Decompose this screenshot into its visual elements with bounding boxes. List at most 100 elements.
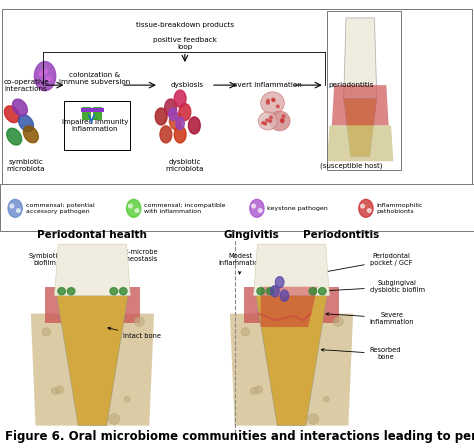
Text: periodontitis: periodontitis (328, 82, 374, 88)
Circle shape (275, 124, 278, 126)
Text: symbiotic
microbiota: symbiotic microbiota (7, 159, 46, 172)
Polygon shape (31, 314, 154, 426)
Circle shape (110, 288, 118, 295)
Ellipse shape (280, 290, 289, 301)
Circle shape (101, 401, 106, 406)
FancyBboxPatch shape (93, 107, 102, 120)
Text: Periodontal health: Periodontal health (37, 230, 147, 240)
Circle shape (261, 92, 284, 114)
Polygon shape (256, 296, 327, 426)
Circle shape (269, 111, 290, 131)
Text: Gingivitis: Gingivitis (223, 230, 279, 240)
Circle shape (42, 328, 51, 336)
Ellipse shape (155, 108, 167, 125)
Circle shape (361, 204, 365, 208)
Circle shape (262, 123, 265, 126)
Circle shape (271, 124, 273, 126)
Ellipse shape (359, 199, 373, 217)
Ellipse shape (176, 117, 184, 129)
Circle shape (281, 120, 284, 123)
Ellipse shape (34, 61, 56, 91)
Text: (susceptible host): (susceptible host) (319, 163, 382, 169)
Circle shape (17, 209, 20, 212)
Polygon shape (57, 296, 128, 426)
Text: co-operative
interactions: co-operative interactions (3, 78, 49, 92)
Circle shape (280, 387, 289, 395)
Ellipse shape (160, 126, 172, 143)
Circle shape (277, 123, 280, 125)
Circle shape (271, 102, 273, 104)
Circle shape (10, 204, 14, 208)
Ellipse shape (174, 90, 186, 107)
Text: Host-microbe
homeostasis: Host-microbe homeostasis (108, 249, 158, 274)
Circle shape (85, 337, 91, 343)
Ellipse shape (275, 276, 284, 288)
Text: Periodontitis: Periodontitis (303, 230, 379, 240)
Circle shape (319, 288, 326, 295)
Circle shape (124, 396, 130, 402)
Circle shape (255, 386, 263, 394)
Ellipse shape (169, 108, 177, 121)
Text: Figure 6. Oral microbiome communities and interactions leading to periodontitis.: Figure 6. Oral microbiome communities an… (5, 430, 474, 443)
Ellipse shape (164, 99, 176, 116)
Ellipse shape (174, 126, 186, 143)
Polygon shape (344, 99, 377, 157)
Circle shape (270, 117, 273, 120)
Circle shape (100, 402, 106, 408)
Text: colonization &
immune subversion: colonization & immune subversion (59, 72, 130, 85)
Circle shape (258, 112, 277, 130)
Circle shape (278, 122, 281, 125)
FancyBboxPatch shape (82, 107, 91, 120)
Ellipse shape (23, 126, 38, 143)
Circle shape (134, 317, 144, 327)
Circle shape (252, 204, 255, 208)
Circle shape (273, 319, 283, 327)
Circle shape (264, 123, 267, 125)
Polygon shape (244, 287, 339, 323)
Circle shape (323, 396, 329, 402)
Circle shape (250, 388, 257, 394)
Circle shape (270, 103, 273, 106)
Circle shape (58, 288, 65, 295)
Ellipse shape (4, 106, 19, 123)
Circle shape (266, 99, 269, 101)
Polygon shape (55, 244, 130, 296)
Text: dysbiotic
microbiota: dysbiotic microbiota (165, 159, 204, 172)
Ellipse shape (7, 128, 22, 145)
Circle shape (270, 105, 273, 108)
Text: impaired immunity
inflammation: impaired immunity inflammation (62, 119, 128, 132)
Ellipse shape (12, 99, 27, 116)
Text: overt inflammation: overt inflammation (233, 82, 302, 88)
Text: Intact bone: Intact bone (108, 327, 161, 339)
Circle shape (55, 386, 64, 394)
Polygon shape (344, 18, 377, 99)
Ellipse shape (188, 117, 200, 134)
Ellipse shape (250, 199, 264, 217)
Polygon shape (332, 85, 389, 125)
Circle shape (39, 72, 44, 76)
Circle shape (46, 76, 51, 81)
Polygon shape (45, 287, 140, 323)
Text: Subgingival
dysbiotic biofilm: Subgingival dysbiotic biofilm (321, 280, 425, 293)
Text: Severe
inflammation: Severe inflammation (326, 311, 414, 325)
Text: Symbiotic
biofilm: Symbiotic biofilm (28, 253, 65, 271)
FancyBboxPatch shape (64, 101, 130, 150)
Circle shape (266, 101, 269, 104)
Circle shape (109, 414, 120, 424)
Circle shape (300, 401, 305, 406)
Circle shape (119, 288, 127, 295)
Ellipse shape (18, 115, 34, 132)
Polygon shape (254, 244, 329, 296)
Text: Resorbed
bone: Resorbed bone (321, 347, 401, 361)
Text: commensal; potential
accessory pathogen: commensal; potential accessory pathogen (26, 203, 94, 214)
FancyBboxPatch shape (2, 9, 472, 222)
Text: tissue-breakdown products: tissue-breakdown products (136, 22, 234, 28)
Circle shape (67, 288, 75, 295)
Circle shape (266, 288, 274, 295)
Text: commensal; incompatible
with inflammation: commensal; incompatible with inflammatio… (144, 203, 226, 214)
Polygon shape (327, 125, 393, 161)
Circle shape (309, 288, 317, 295)
FancyBboxPatch shape (0, 184, 474, 231)
Text: keystone pathogen: keystone pathogen (267, 206, 328, 211)
Circle shape (291, 358, 295, 362)
